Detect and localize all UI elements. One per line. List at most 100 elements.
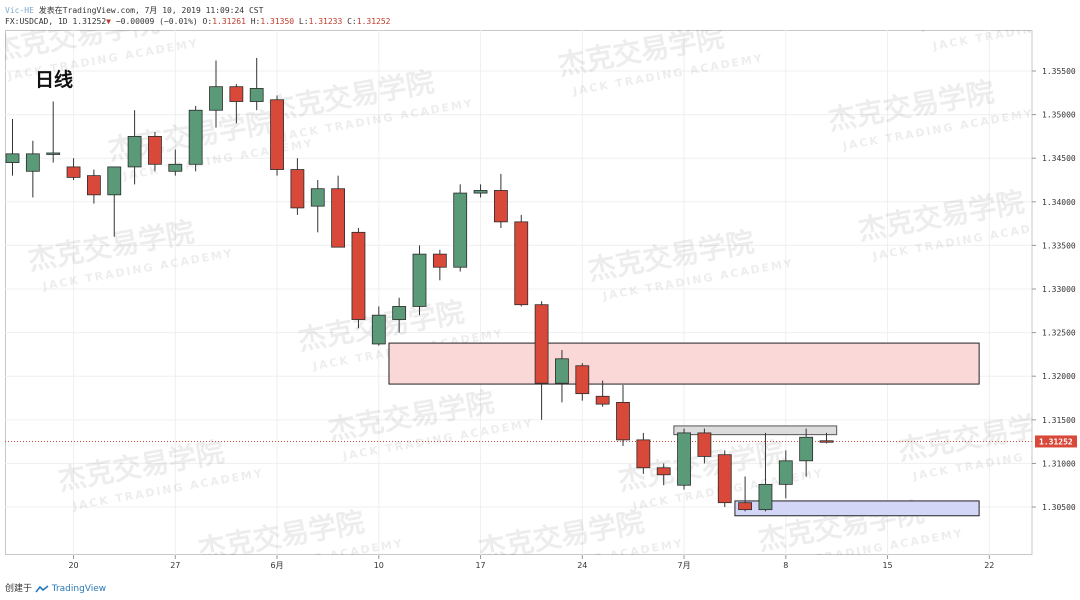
candle bbox=[616, 384, 630, 446]
price-tick-label: 1.30500 bbox=[1042, 503, 1076, 512]
price-tick-label: 1.31500 bbox=[1042, 416, 1076, 425]
candle bbox=[5, 118, 20, 176]
candle bbox=[351, 227, 366, 329]
candle bbox=[758, 432, 773, 512]
candle-body bbox=[432, 253, 447, 268]
price-tick-label: 1.32000 bbox=[1042, 372, 1076, 381]
candle bbox=[656, 463, 671, 486]
down-arrow-icon: ▼ bbox=[106, 17, 111, 26]
time-tick-label: 6月 bbox=[271, 561, 284, 570]
candle-body bbox=[188, 109, 203, 165]
low-value: 1.31233 bbox=[308, 17, 343, 26]
candle bbox=[453, 184, 468, 272]
candle bbox=[148, 132, 162, 172]
candle-body bbox=[290, 169, 305, 209]
high-label: H: bbox=[250, 17, 261, 26]
candle bbox=[432, 249, 447, 281]
publish-info: Vic-HE 发表在TradingView.com, 7月 10, 2019 1… bbox=[5, 5, 263, 16]
candle bbox=[331, 175, 346, 248]
candle-body bbox=[493, 190, 508, 223]
price-axis: 1.35500 1.35000 1.34500 1.34000 1.33500 1.330… bbox=[1031, 30, 1077, 555]
candle-body bbox=[127, 135, 142, 168]
tradingview-brand[interactable]: TradingView bbox=[51, 584, 107, 594]
candle bbox=[249, 57, 264, 111]
footer: 创建于 TradingView bbox=[5, 581, 106, 594]
candle-body bbox=[656, 467, 671, 476]
candle-body bbox=[351, 231, 366, 320]
candle-body bbox=[148, 135, 162, 165]
candle-body bbox=[616, 401, 630, 441]
candle-body bbox=[229, 86, 244, 102]
watermark-cn: 杰克交易学院 bbox=[195, 505, 366, 567]
candle-body bbox=[534, 304, 549, 384]
open-label: O: bbox=[202, 17, 213, 26]
time-tick-label: 20 bbox=[68, 561, 78, 570]
price-tick-label: 1.34500 bbox=[1042, 154, 1076, 163]
candle bbox=[534, 301, 549, 420]
high-value: 1.31350 bbox=[260, 17, 295, 26]
time-tick-label: 8 bbox=[783, 561, 788, 570]
candle bbox=[412, 245, 427, 316]
candle bbox=[25, 140, 40, 198]
candle-body bbox=[270, 99, 284, 170]
time-tick-label: 7月 bbox=[678, 561, 691, 570]
chart-header: Vic-HE 发表在TradingView.com, 7月 10, 2019 1… bbox=[0, 0, 1080, 30]
candle bbox=[371, 306, 386, 346]
last-price: 1.31252 bbox=[72, 17, 107, 26]
support-zone bbox=[734, 500, 980, 517]
close-label: C: bbox=[347, 17, 357, 26]
candle-body bbox=[25, 153, 40, 172]
candle-body bbox=[778, 460, 793, 485]
close-value: 1.31252 bbox=[356, 17, 391, 26]
symbol-label: FX:USDCAD, 1D bbox=[5, 17, 68, 26]
low-label: L: bbox=[298, 17, 309, 26]
candle-body bbox=[677, 432, 691, 486]
price-tick-label: 1.33500 bbox=[1042, 241, 1076, 250]
time-tick-label: 24 bbox=[577, 561, 587, 570]
candle bbox=[168, 149, 183, 176]
candle bbox=[595, 380, 610, 407]
candle bbox=[473, 184, 488, 198]
candle-body bbox=[331, 188, 346, 248]
candle bbox=[575, 363, 590, 401]
candle-body bbox=[371, 314, 386, 345]
symbol-info: FX:USDCAD, 1D 1.31252▼ −0.00009 (−0.01%)… bbox=[5, 17, 390, 26]
time-tick-label: 10 bbox=[374, 561, 384, 570]
timeframe-annotation: 日线 bbox=[35, 68, 73, 91]
candle-body bbox=[717, 454, 732, 504]
time-axis: 20 27 6月 10 17 24 7月 8 15 22 bbox=[68, 555, 994, 570]
candle-body bbox=[87, 175, 101, 196]
candle-body bbox=[738, 502, 752, 511]
tradingview-logo-icon bbox=[35, 584, 49, 592]
open-value: 1.31261 bbox=[212, 17, 246, 26]
candle bbox=[229, 84, 244, 124]
candle bbox=[493, 173, 508, 228]
resistance-zone bbox=[388, 342, 980, 385]
watermark-cn: 杰克交易学院 bbox=[475, 505, 646, 567]
candle bbox=[738, 476, 752, 512]
candle bbox=[46, 101, 61, 163]
candle-body bbox=[453, 192, 468, 268]
time-tick-label: 17 bbox=[475, 561, 485, 570]
candle bbox=[677, 428, 691, 490]
candle-body bbox=[758, 483, 773, 511]
candle bbox=[127, 110, 142, 185]
candle bbox=[87, 169, 101, 204]
candle bbox=[819, 432, 834, 444]
candle bbox=[514, 214, 529, 307]
candle bbox=[555, 350, 569, 403]
time-tick-label: 27 bbox=[170, 561, 180, 570]
candle bbox=[636, 432, 651, 474]
candle-body bbox=[595, 395, 610, 405]
candle bbox=[717, 450, 732, 508]
chart-pane[interactable] bbox=[5, 30, 1032, 555]
last-price-tag-label: 1.31252 bbox=[1039, 437, 1073, 446]
author-name[interactable]: Vic-HE bbox=[5, 6, 34, 15]
